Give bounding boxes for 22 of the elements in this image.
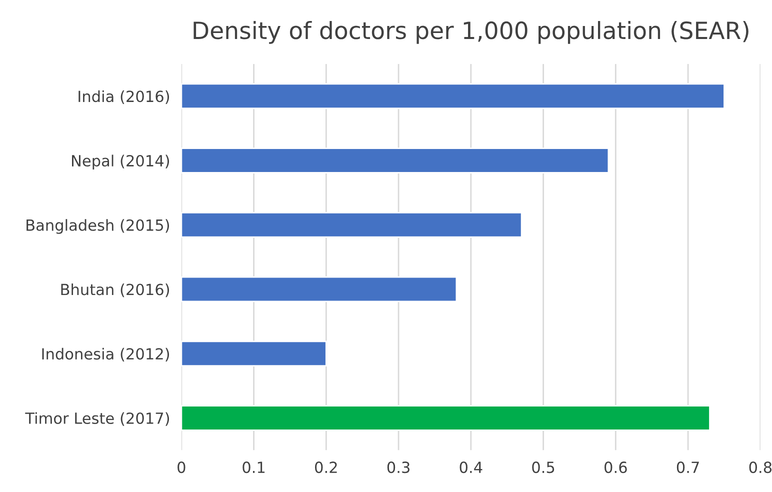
- x-tick-label: 0.3: [387, 462, 410, 474]
- y-tick-label: Nepal (2014): [72, 154, 169, 170]
- bar: [181, 212, 522, 238]
- x-tick-label: 0.8: [749, 462, 772, 474]
- chart-title: Density of doctors per 1,000 population (SEAR): [194, 21, 748, 44]
- y-tick-label: Timor Leste (2017): [25, 412, 169, 426]
- x-tick-label: 0: [178, 462, 186, 474]
- y-tick-label: Bangladesh (2015): [26, 219, 169, 234]
- bar: [181, 340, 327, 367]
- bar: [181, 276, 458, 302]
- y-tick-label: Bhutan (2016): [61, 283, 169, 298]
- x-tick-label: 0.2: [315, 462, 337, 474]
- x-tick-label: 0.4: [460, 462, 482, 474]
- y-tick-label: Indonesia (2012): [42, 348, 169, 362]
- bar: [181, 83, 725, 110]
- x-tick-label: 0.7: [676, 462, 699, 474]
- bar: [181, 148, 610, 174]
- y-tick-label: India (2016): [78, 90, 169, 104]
- x-tick-label: 0.1: [242, 462, 265, 474]
- x-tick-label: 0.5: [532, 462, 554, 474]
- x-tick-label: 0.6: [604, 462, 627, 474]
- bar: [181, 405, 710, 431]
